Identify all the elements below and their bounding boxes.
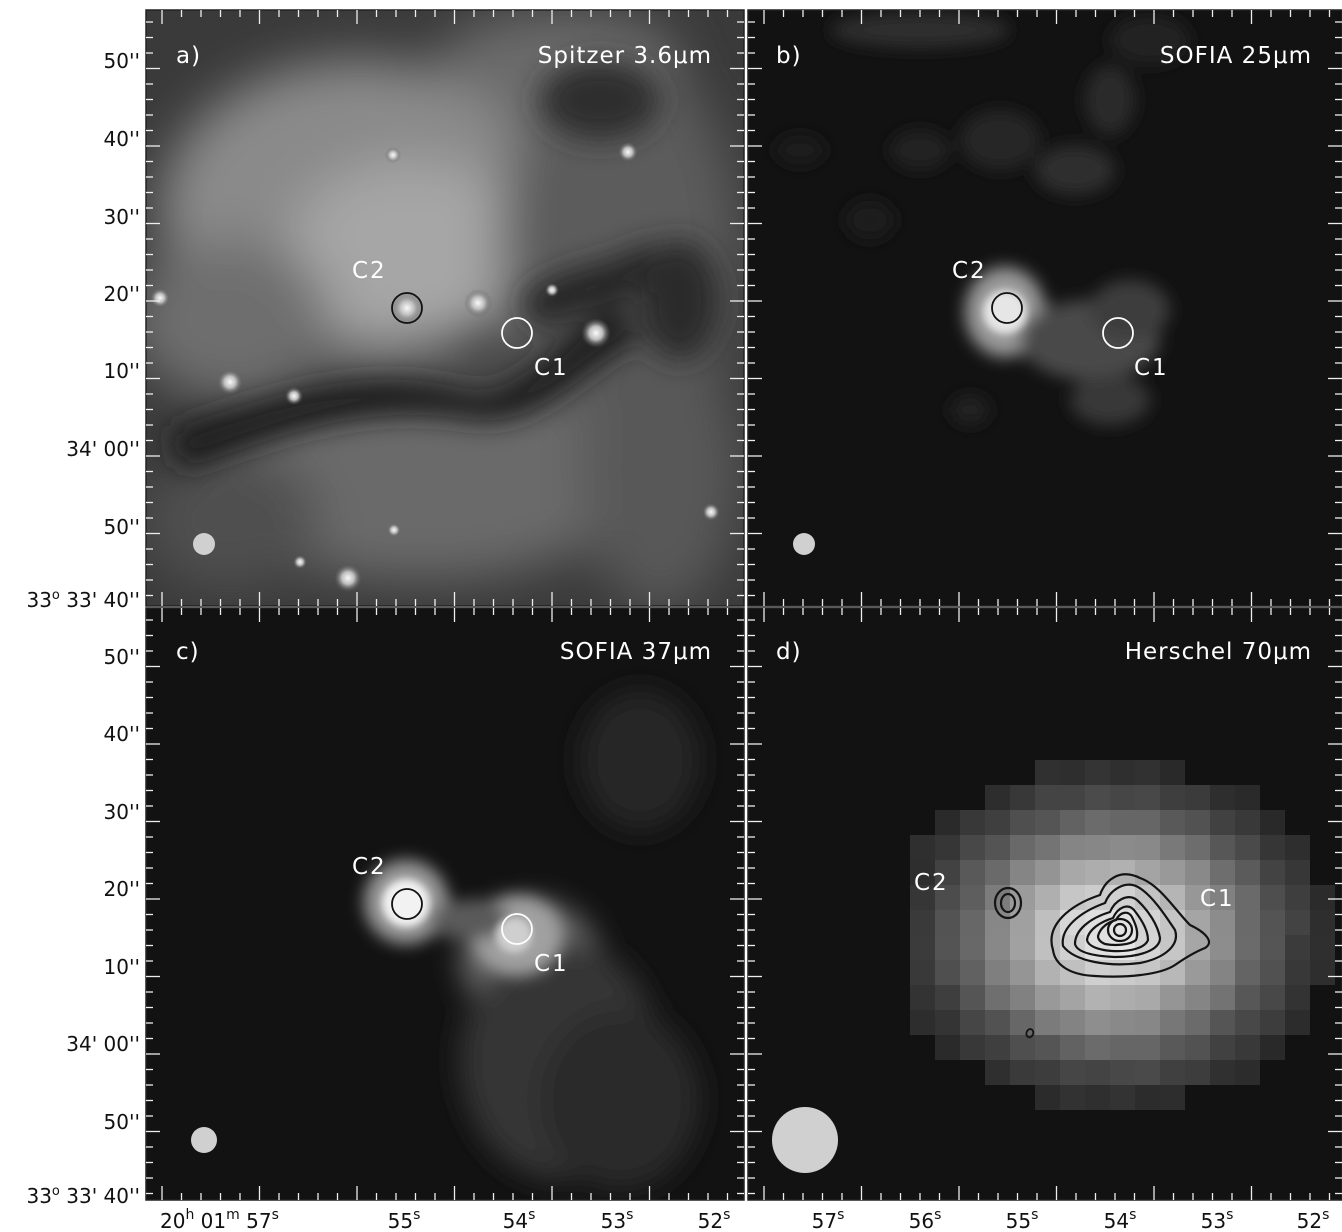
axis-ticks — [146, 10, 1342, 1200]
x-tick-label: 53s — [1201, 1207, 1234, 1232]
x-tick-label: 57s — [812, 1207, 845, 1232]
y-tick-label: 50'' — [104, 645, 140, 669]
panel-b-title: SOFIA 25μm — [1160, 43, 1312, 69]
beam-marker — [193, 533, 215, 555]
x-base-label: 20h 01m 57s — [160, 1207, 279, 1232]
y-tick-label: 40'' — [104, 722, 140, 746]
source-c1-label: C1 — [534, 951, 569, 977]
y-tick-label: 50'' — [104, 1110, 140, 1134]
panel-d-tag: d) — [776, 639, 802, 665]
pixelated-emission-map — [910, 760, 1335, 1110]
x-tick-label: 52s — [698, 1207, 731, 1232]
y-tick-label: 34' 00'' — [66, 1032, 140, 1056]
beam-marker — [772, 1107, 838, 1173]
source-c2-label: C2 — [914, 870, 949, 896]
source-c1-marker — [1102, 317, 1134, 349]
panel-c-title: SOFIA 37μm — [560, 639, 712, 665]
panel-b: b) SOFIA 25μm C2 C1 — [748, 10, 1342, 606]
x-tick-label: 54s — [1104, 1207, 1137, 1232]
x-tick-label: 52s — [1297, 1207, 1330, 1232]
y-base-label: 33o 33' 40'' — [26, 1184, 140, 1208]
x-tick-label: 55s — [388, 1207, 421, 1232]
source-c2-marker — [391, 888, 423, 920]
contour-overlay — [993, 873, 1211, 1039]
source-c2-marker — [391, 292, 423, 324]
panel-a-image — [146, 10, 744, 606]
panel-frames — [145, 9, 1342, 1201]
y-tick-label: 50'' — [104, 515, 140, 539]
y-tick-label: 30'' — [104, 800, 140, 824]
y-tick-label: 10'' — [104, 359, 140, 383]
panel-c: c) SOFIA 37μm C2 C1 — [146, 608, 744, 1200]
y-tick-label: 20'' — [104, 877, 140, 901]
source-c2-label: C2 — [952, 258, 987, 284]
panel-a-title: Spitzer 3.6μm — [538, 43, 712, 69]
source-c1-marker — [501, 317, 533, 349]
x-tick-label: 54s — [503, 1207, 536, 1232]
panel-b-tag: b) — [776, 43, 802, 69]
x-tick-label: 53s — [601, 1207, 634, 1232]
y-tick-label: 40'' — [104, 127, 140, 151]
y-tick-label: 34' 00'' — [66, 437, 140, 461]
source-c2-label: C2 — [352, 258, 387, 284]
y-tick-label: 30'' — [104, 205, 140, 229]
panel-a: a) Spitzer 3.6μm C2 C1 — [146, 10, 744, 606]
panel-d: d) Herschel 70μm C2 C1 — [748, 608, 1342, 1200]
y-tick-label: 50'' — [104, 49, 140, 73]
beam-marker — [191, 1127, 217, 1153]
source-c1-label: C1 — [1200, 886, 1235, 912]
source-c2-marker — [991, 292, 1023, 324]
beam-marker — [793, 533, 815, 555]
panel-a-tag: a) — [176, 43, 201, 69]
x-tick-label: 55s — [1006, 1207, 1039, 1232]
y-tick-label: 10'' — [104, 955, 140, 979]
star-field — [150, 142, 720, 592]
y-axis-labels: 50'' 40'' 30'' 20'' 10'' 34' 00'' 50'' 3… — [26, 49, 140, 1208]
source-c2-label: C2 — [352, 854, 387, 880]
source-c1-marker — [501, 913, 533, 945]
panel-d-title: Herschel 70μm — [1125, 639, 1312, 665]
y-base-label: 33o 33' 40'' — [26, 588, 140, 612]
panel-c-tag: c) — [176, 639, 200, 665]
panel-c-image — [146, 608, 744, 1200]
source-c1-label: C1 — [534, 355, 569, 381]
panel-d-image — [748, 608, 1342, 1200]
panel-b-image — [748, 10, 1342, 606]
source-c1-label: C1 — [1134, 355, 1169, 381]
x-tick-label: 56s — [909, 1207, 942, 1232]
x-axis-labels: 20h 01m 57s 55s 54s 53s 52s 57s 56s 55s … — [160, 1207, 1329, 1232]
y-tick-label: 20'' — [104, 282, 140, 306]
